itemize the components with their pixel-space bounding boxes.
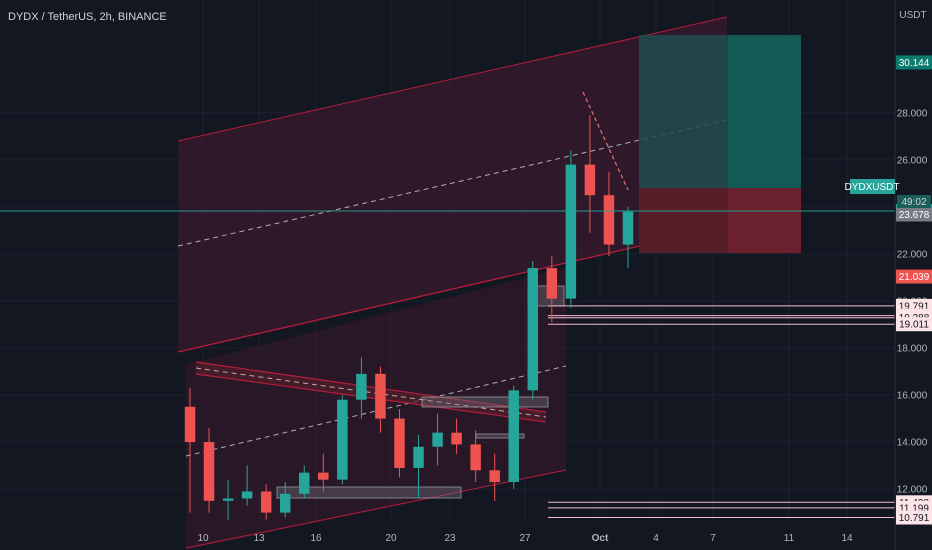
- countdown-label: 49:02: [901, 197, 926, 208]
- lower-channel-mid-line[interactable]: [185, 365, 567, 457]
- candle-body: [299, 472, 310, 494]
- candle-body: [489, 470, 500, 483]
- stop-loss-zone-right: [728, 188, 801, 253]
- price-badge: 21.039: [896, 269, 932, 284]
- candle-body: [337, 399, 348, 480]
- time-axis[interactable]: 10 13 16 20 23 27 Oct 4 7 11 14: [197, 533, 853, 544]
- time-tick-label: 10: [197, 533, 209, 544]
- upper-channel-top-line[interactable]: [177, 16, 728, 142]
- time-tick-label: 27: [519, 533, 531, 544]
- price-tick-label: 18.000: [897, 344, 928, 355]
- candle-body: [432, 432, 443, 447]
- upper-channel[interactable]: [178, 17, 727, 352]
- candle-body: [470, 444, 481, 471]
- candle-body: [565, 164, 577, 299]
- price-badge-text: 11.199: [899, 503, 929, 514]
- candle-body: [413, 446, 424, 468]
- wedge-mid-line[interactable]: [195, 367, 547, 418]
- price-badge-text: 19.791: [899, 301, 930, 312]
- price-badge-text: 30.144: [899, 58, 930, 69]
- support-box-2[interactable]: [421, 396, 549, 408]
- candle-body: [375, 373, 386, 419]
- price-tick-label: 16.000: [897, 391, 928, 402]
- price-badge: 30.144: [896, 55, 932, 70]
- symbol-badge: DYDXUSDT: [844, 179, 900, 194]
- currency-label: USDT: [899, 10, 926, 21]
- candle-body: [279, 493, 291, 513]
- candle-body: [241, 491, 253, 499]
- take-profit-zone-right: [728, 35, 801, 188]
- price-tick-label: 26.000: [897, 155, 928, 166]
- price-badge: 19.011: [896, 317, 932, 332]
- price-badge-text: 10.791: [899, 513, 930, 524]
- price-tick-label: 22.000: [897, 249, 928, 260]
- candle-body: [622, 211, 634, 245]
- horizontal-levels: [548, 305, 895, 519]
- price-tick-label: 14.000: [897, 438, 928, 449]
- price-tick-label: 12.000: [897, 485, 928, 496]
- countdown-badge: 49:02: [897, 195, 931, 208]
- candle-body: [546, 268, 558, 299]
- time-tick-label: 7: [710, 533, 716, 544]
- candle-body: [203, 442, 215, 501]
- candle-body: [394, 418, 405, 468]
- time-tick-label: 16: [310, 533, 322, 544]
- chart-title: DYDX / TetherUS, 2h, BINANCE: [8, 11, 167, 23]
- symbol-label: DYDXUSDT: [844, 182, 899, 193]
- time-tick-label: 13: [253, 533, 265, 544]
- price-badge-text: 23.678: [899, 210, 930, 221]
- candle-body: [222, 498, 234, 501]
- time-tick-label: 4: [653, 533, 659, 544]
- upper-channel-mid-line[interactable]: [177, 119, 728, 247]
- time-tick-label: Oct: [592, 533, 609, 544]
- candle-body: [260, 491, 272, 513]
- lower-channel-bottom-line[interactable]: [185, 469, 567, 549]
- price-badge: 23.678: [896, 207, 932, 222]
- upper-channel-bottom-line[interactable]: [177, 225, 728, 353]
- candle-body: [184, 406, 196, 443]
- local-trend-line[interactable]: [582, 91, 629, 191]
- price-tick-label: 28.000: [897, 108, 928, 119]
- candle-body: [603, 195, 615, 245]
- price-badge-text: 21.039: [899, 272, 930, 283]
- price-badge: 10.791: [896, 510, 932, 525]
- time-tick-label: 14: [841, 533, 853, 544]
- support-box-4[interactable]: [276, 486, 462, 499]
- price-axis[interactable]: USDT 28.00026.00024.00022.00020.00018.00…: [894, 0, 932, 550]
- candle-body: [584, 164, 596, 196]
- candle-body: [527, 268, 539, 391]
- price-badge-text: 19.011: [899, 320, 929, 331]
- wedge-top-line[interactable]: [195, 361, 547, 413]
- candle-body: [508, 390, 519, 483]
- time-axis-ticks: 10 13 16 20 23 27 Oct 4 7 11 14: [197, 533, 853, 544]
- time-tick-label: 23: [444, 533, 456, 544]
- candle-body: [451, 432, 462, 445]
- candle-body: [318, 472, 329, 480]
- candles: [184, 115, 634, 520]
- candle-body: [356, 373, 367, 400]
- time-tick-label: 20: [385, 533, 397, 544]
- time-tick-label: 11: [784, 533, 795, 544]
- wedge-bottom-line[interactable]: [195, 373, 547, 423]
